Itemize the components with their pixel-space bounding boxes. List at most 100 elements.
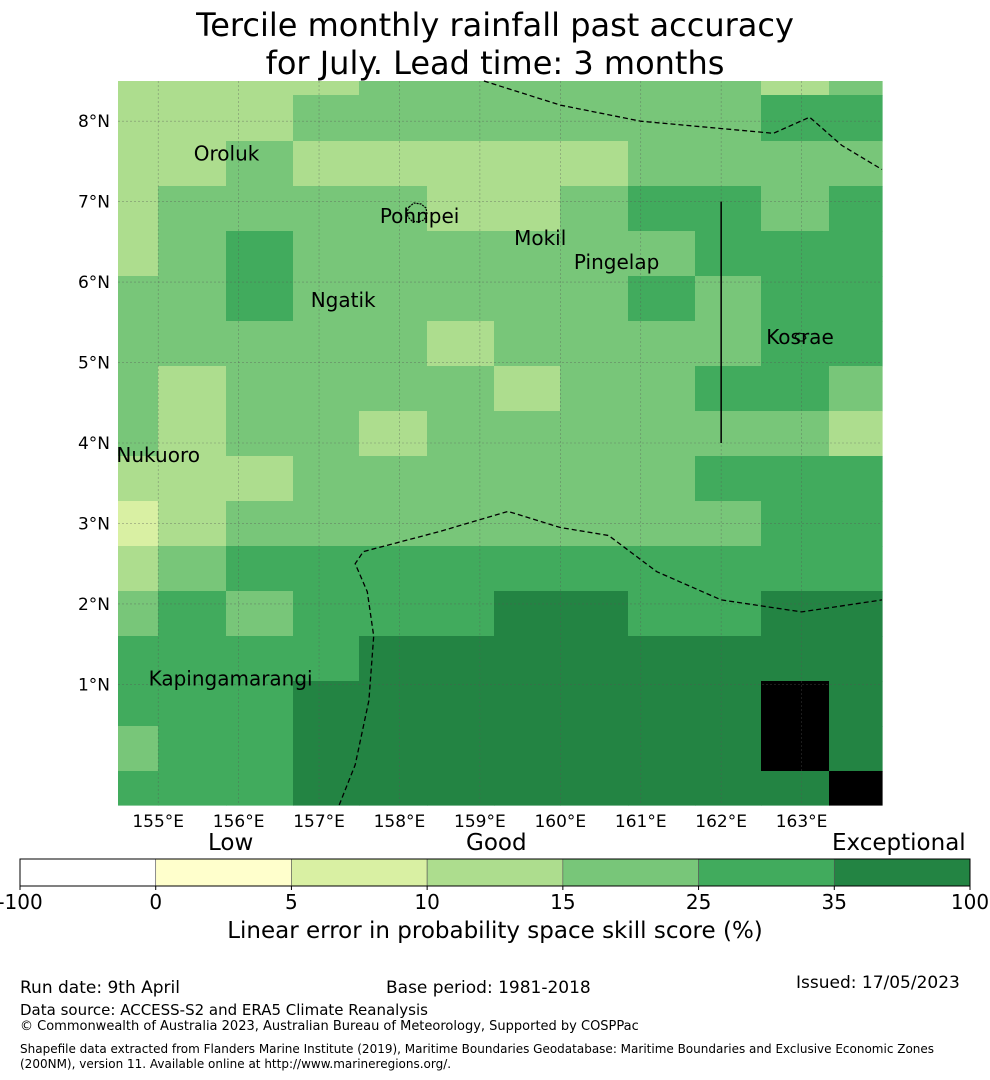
skill-cell-r0-c11 <box>829 81 883 96</box>
skill-cell-r5-c5 <box>427 276 495 322</box>
lat-tick-label: 8°N <box>78 112 110 132</box>
skill-cell-r8-c9 <box>695 411 762 457</box>
legend-category-low: Low <box>208 830 254 856</box>
skill-cell-r14-c3 <box>293 681 360 727</box>
skill-cell-r9-c5 <box>427 456 495 502</box>
colorbar-segment-3 <box>426 858 564 887</box>
legend-category-good: Good <box>466 830 527 856</box>
skill-cell-r5-c9 <box>695 276 762 322</box>
skill-cell-r4-c5 <box>427 231 495 277</box>
skill-cell-r2-c11 <box>829 141 883 187</box>
skill-cell-r8-c5 <box>427 411 495 457</box>
skill-cell-r14-c0 <box>118 681 159 727</box>
place-label-kosrae: Kosrae <box>766 325 834 349</box>
skill-cell-r16-c4 <box>359 771 428 806</box>
skill-cell-r5-c3 <box>293 276 360 322</box>
skill-cell-r13-c0 <box>118 636 159 682</box>
lon-tick-label: 160°E <box>534 812 586 832</box>
lon-tick-label: 157°E <box>293 812 345 832</box>
skill-cell-r5-c2 <box>226 276 294 322</box>
skill-cell-r10-c1 <box>158 501 227 547</box>
colorbar-tick-label: 100 <box>951 890 989 914</box>
lon-tick-label: 155°E <box>132 812 184 832</box>
map-title: Tercile monthly rainfall past accuracy f… <box>0 6 990 82</box>
skill-cell-r4-c0 <box>118 231 159 277</box>
skill-cell-r8-c8 <box>628 411 696 457</box>
skill-cell-r10-c9 <box>695 501 762 547</box>
lon-tick-label: 163°E <box>776 812 828 832</box>
lat-tick-label: 6°N <box>78 273 110 293</box>
skill-cell-r7-c7 <box>560 366 629 412</box>
skill-cell-r3-c3 <box>293 186 360 232</box>
skill-cell-r10-c4 <box>359 501 428 547</box>
lat-tick-label: 5°N <box>78 354 110 374</box>
skill-cell-r14-c10 <box>761 681 830 727</box>
skill-cell-r9-c1 <box>158 456 227 502</box>
skill-cell-r15-c11 <box>829 726 883 772</box>
skill-cell-r15-c6 <box>494 726 561 772</box>
skill-cell-r12-c10 <box>761 591 830 637</box>
skill-cell-r12-c11 <box>829 591 883 637</box>
skill-cell-r11-c6 <box>494 546 561 592</box>
skill-cell-r2-c0 <box>118 141 159 187</box>
map-title-line-2: for July. Lead time: 3 months <box>265 44 725 82</box>
lon-tick-label: 161°E <box>615 812 667 832</box>
skill-cell-r11-c0 <box>118 546 159 592</box>
skill-cell-r7-c3 <box>293 366 360 412</box>
skill-cell-r14-c6 <box>494 681 561 727</box>
skill-cell-r2-c10 <box>761 141 830 187</box>
skill-cell-r6-c1 <box>158 321 227 367</box>
shapefile-credit: Shapefile data extracted from Flanders M… <box>20 1042 935 1071</box>
skill-cell-r6-c10 <box>761 321 830 367</box>
skill-cell-r4-c1 <box>158 231 227 277</box>
skill-cell-r15-c2 <box>226 726 294 772</box>
colorbar-tick-label: 35 <box>822 890 847 914</box>
skill-cell-r7-c2 <box>226 366 294 412</box>
skill-cell-r0-c7 <box>560 81 629 96</box>
skill-cell-r12-c3 <box>293 591 360 637</box>
skill-cell-r11-c8 <box>628 546 696 592</box>
skill-cell-r4-c2 <box>226 231 294 277</box>
skill-cell-r10-c0 <box>118 501 159 547</box>
skill-cell-r1-c2 <box>226 95 294 142</box>
skill-cell-r4-c9 <box>695 231 762 277</box>
skill-cell-r12-c7 <box>560 591 629 637</box>
skill-cell-r0-c10 <box>761 81 830 96</box>
skill-cell-r14-c8 <box>628 681 696 727</box>
skill-cell-r1-c4 <box>359 95 428 142</box>
skill-cell-r1-c6 <box>494 95 561 142</box>
skill-cell-r11-c2 <box>226 546 294 592</box>
skill-cell-r4-c6 <box>494 231 561 277</box>
skill-cell-r8-c10 <box>761 411 830 457</box>
skill-cell-r7-c4 <box>359 366 428 412</box>
lat-lon-gridlines <box>118 81 882 805</box>
skill-grid-cells <box>118 81 883 806</box>
skill-cell-r1-c11 <box>829 95 883 142</box>
skill-cell-r7-c10 <box>761 366 830 412</box>
skill-cell-r11-c11 <box>829 546 883 592</box>
skill-cell-r13-c10 <box>761 636 830 682</box>
skill-cell-r6-c7 <box>560 321 629 367</box>
skill-cell-r15-c9 <box>695 726 762 772</box>
skill-cell-r7-c5 <box>427 366 495 412</box>
skill-cell-r11-c7 <box>560 546 629 592</box>
skill-cell-r4-c7 <box>560 231 629 277</box>
colorbar-tick-label: 15 <box>550 890 575 914</box>
legend-category-exceptional: Exceptional <box>832 830 966 856</box>
skill-cell-r16-c9 <box>695 771 762 806</box>
skill-cell-r12-c6 <box>494 591 561 637</box>
skill-cell-r15-c8 <box>628 726 696 772</box>
eez-boundaries <box>338 80 883 806</box>
place-label-pohnpei: Pohnpei <box>380 204 460 228</box>
skill-cell-r6-c9 <box>695 321 762 367</box>
pohnpei-island-outline <box>406 202 428 223</box>
skill-cell-r9-c11 <box>829 456 883 502</box>
issued-date: Issued: 17/05/2023 <box>796 973 960 993</box>
skill-cell-r5-c8 <box>628 276 696 322</box>
place-label-mokil: Mokil <box>514 226 566 250</box>
place-labels: Oroluk Pohnpei Mokil Pingelap Ngatik Kosrae Nu… <box>116 141 833 690</box>
skill-cell-r2-c5 <box>427 141 495 187</box>
skill-cell-r10-c6 <box>494 501 561 547</box>
skill-cell-r3-c4 <box>359 186 428 232</box>
